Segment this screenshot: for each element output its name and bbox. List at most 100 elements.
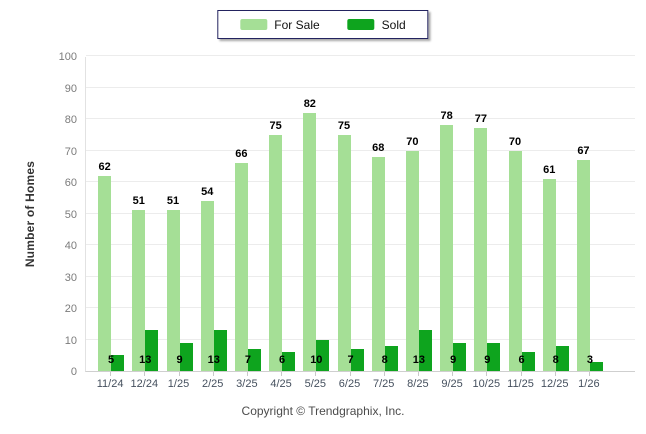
gridline-100 xyxy=(86,55,635,56)
for-sale-value-label-11/25: 70 xyxy=(508,135,522,148)
gridline-30 xyxy=(86,275,635,277)
y-tick-label-100: 100 xyxy=(58,51,77,63)
sold-value-label-1/26: 3 xyxy=(586,354,593,366)
y-axis-title: Number of Homes xyxy=(23,160,37,268)
sold-value-label-12/25: 8 xyxy=(552,354,559,366)
sold-bar-1/25 xyxy=(179,342,193,371)
y-tick-label-40: 40 xyxy=(64,240,77,252)
sold-bar-4/25 xyxy=(282,352,296,371)
x-tick-label-12/24: 12/24 xyxy=(130,378,159,390)
sold-bar-11/24 xyxy=(111,355,125,371)
sold-value-label-9/25: 9 xyxy=(450,354,457,366)
bar-groups: 62 5 51 13 51 9 54 13 66 7 75 6 82 10 75 7 68 8 70 13 78 9 77 9… xyxy=(94,57,607,371)
x-tick-3/25 xyxy=(246,372,248,376)
sold-bar-11/25 xyxy=(521,352,535,371)
x-tick-label-9/25: 9/25 xyxy=(441,378,463,390)
for-sale-bar-9/25 xyxy=(440,125,454,371)
for-sale-bar-12/24 xyxy=(132,210,146,371)
y-tick-label-0: 0 xyxy=(70,366,77,378)
for-sale-bar-3/25 xyxy=(234,163,248,371)
for-sale-value-label-10/25: 77 xyxy=(474,113,487,126)
for-sale-bar-11/24 xyxy=(98,175,112,371)
x-tick-label-3/25: 3/25 xyxy=(236,378,258,390)
for-sale-bar-12/25 xyxy=(542,178,556,371)
sold-value-label-6/25: 7 xyxy=(347,354,354,366)
x-tick-8/25 xyxy=(417,372,419,376)
sold-value-label-11/24: 5 xyxy=(108,354,115,366)
legend-item-for-sale: For Sale xyxy=(240,17,320,32)
for-sale-value-label-9/25: 78 xyxy=(440,110,453,123)
y-tick-label-70: 70 xyxy=(64,145,77,158)
sold-bar-12/25 xyxy=(555,345,569,371)
x-tick-label-12/25: 12/25 xyxy=(540,378,569,390)
for-sale-bar-1/26 xyxy=(576,159,590,371)
x-tick-2/25 xyxy=(212,372,214,376)
gridline-20 xyxy=(86,307,635,308)
x-tick-label-7/25: 7/25 xyxy=(372,378,395,390)
x-tick-label-2/25: 2/25 xyxy=(201,378,224,390)
sold-value-label-12/24: 13 xyxy=(139,354,152,366)
for-sale-bar-5/25 xyxy=(303,112,317,371)
for-sale-value-label-4/25: 75 xyxy=(269,119,282,132)
for-sale-value-label-5/25: 82 xyxy=(303,97,316,110)
x-tick-label-1/26: 1/26 xyxy=(578,378,600,390)
plot-area: 62 5 51 13 51 9 54 13 66 7 75 6 82 10 75 7 68 8 70 13 78 9 77 9… xyxy=(85,55,635,372)
sold-value-label-10/25: 9 xyxy=(484,354,491,366)
y-tick-label-60: 60 xyxy=(64,177,77,189)
y-tick-label-80: 80 xyxy=(64,114,77,126)
bar-group-6/25: 75 7 xyxy=(333,57,367,371)
bar-group-5/25: 82 10 xyxy=(299,57,333,371)
for-sale-value-label-8/25: 70 xyxy=(406,135,419,148)
sold-value-label-11/25: 6 xyxy=(518,354,525,366)
x-tick-label-11/25: 11/25 xyxy=(507,378,534,390)
sold-value-label-3/25: 7 xyxy=(244,354,251,366)
for-sale-value-label-12/25: 61 xyxy=(543,163,556,176)
sold-bar-6/25 xyxy=(350,348,364,371)
x-tick-1/25 xyxy=(178,372,180,376)
gridline-60 xyxy=(86,181,635,182)
for-sale-bar-10/25 xyxy=(474,128,488,371)
for-sale-value-label-7/25: 68 xyxy=(372,141,385,154)
bar-group-10/25: 77 9 xyxy=(470,57,504,371)
sold-bar-9/25 xyxy=(453,342,467,371)
legend: For Sale Sold xyxy=(217,10,429,39)
bar-group-9/25: 78 9 xyxy=(436,57,470,371)
bar-group-7/25: 68 8 xyxy=(368,57,402,371)
sold-bar-5/25 xyxy=(316,339,330,371)
legend-label-for-sale: For Sale xyxy=(274,17,320,32)
sold-bar-10/25 xyxy=(487,342,501,371)
for-sale-value-label-12/24: 51 xyxy=(132,195,145,208)
x-tick-12/25 xyxy=(554,372,556,376)
sold-bar-3/25 xyxy=(247,348,261,371)
gridline-70 xyxy=(86,149,635,151)
y-tick-label-10: 10 xyxy=(64,334,77,347)
gridline-10 xyxy=(86,338,635,340)
x-tick-4/25 xyxy=(281,372,283,376)
x-tick-9/25 xyxy=(452,372,454,376)
sold-value-label-4/25: 6 xyxy=(279,354,286,366)
x-tick-5/25 xyxy=(315,372,317,376)
gridline-40 xyxy=(86,244,635,245)
sold-value-label-7/25: 8 xyxy=(381,354,388,366)
for-sale-value-label-3/25: 66 xyxy=(235,148,248,161)
bar-group-1/25: 51 9 xyxy=(162,57,196,371)
x-tick-label-11/24: 11/24 xyxy=(96,378,124,390)
x-tick-label-10/25: 10/25 xyxy=(472,378,501,390)
legend-item-sold: Sold xyxy=(347,17,406,32)
x-tick-label-1/25: 1/25 xyxy=(167,378,190,390)
x-tick-label-6/25: 6/25 xyxy=(338,378,361,390)
bar-group-4/25: 75 6 xyxy=(265,57,299,371)
sold-bar-12/24 xyxy=(145,330,159,371)
for-sale-bar-11/25 xyxy=(508,150,522,371)
for-sale-bar-8/25 xyxy=(405,150,419,371)
for-sale-bar-4/25 xyxy=(269,134,283,371)
for-sale-bar-1/25 xyxy=(166,210,180,371)
sold-value-label-5/25: 10 xyxy=(310,354,323,366)
legend-label-sold: Sold xyxy=(381,17,406,32)
for-sale-value-label-1/25: 51 xyxy=(166,195,180,208)
bar-group-8/25: 70 13 xyxy=(402,57,436,371)
for-sale-bar-7/25 xyxy=(371,156,385,371)
x-tick-11/25 xyxy=(520,372,522,376)
sold-swatch-icon xyxy=(347,19,375,30)
